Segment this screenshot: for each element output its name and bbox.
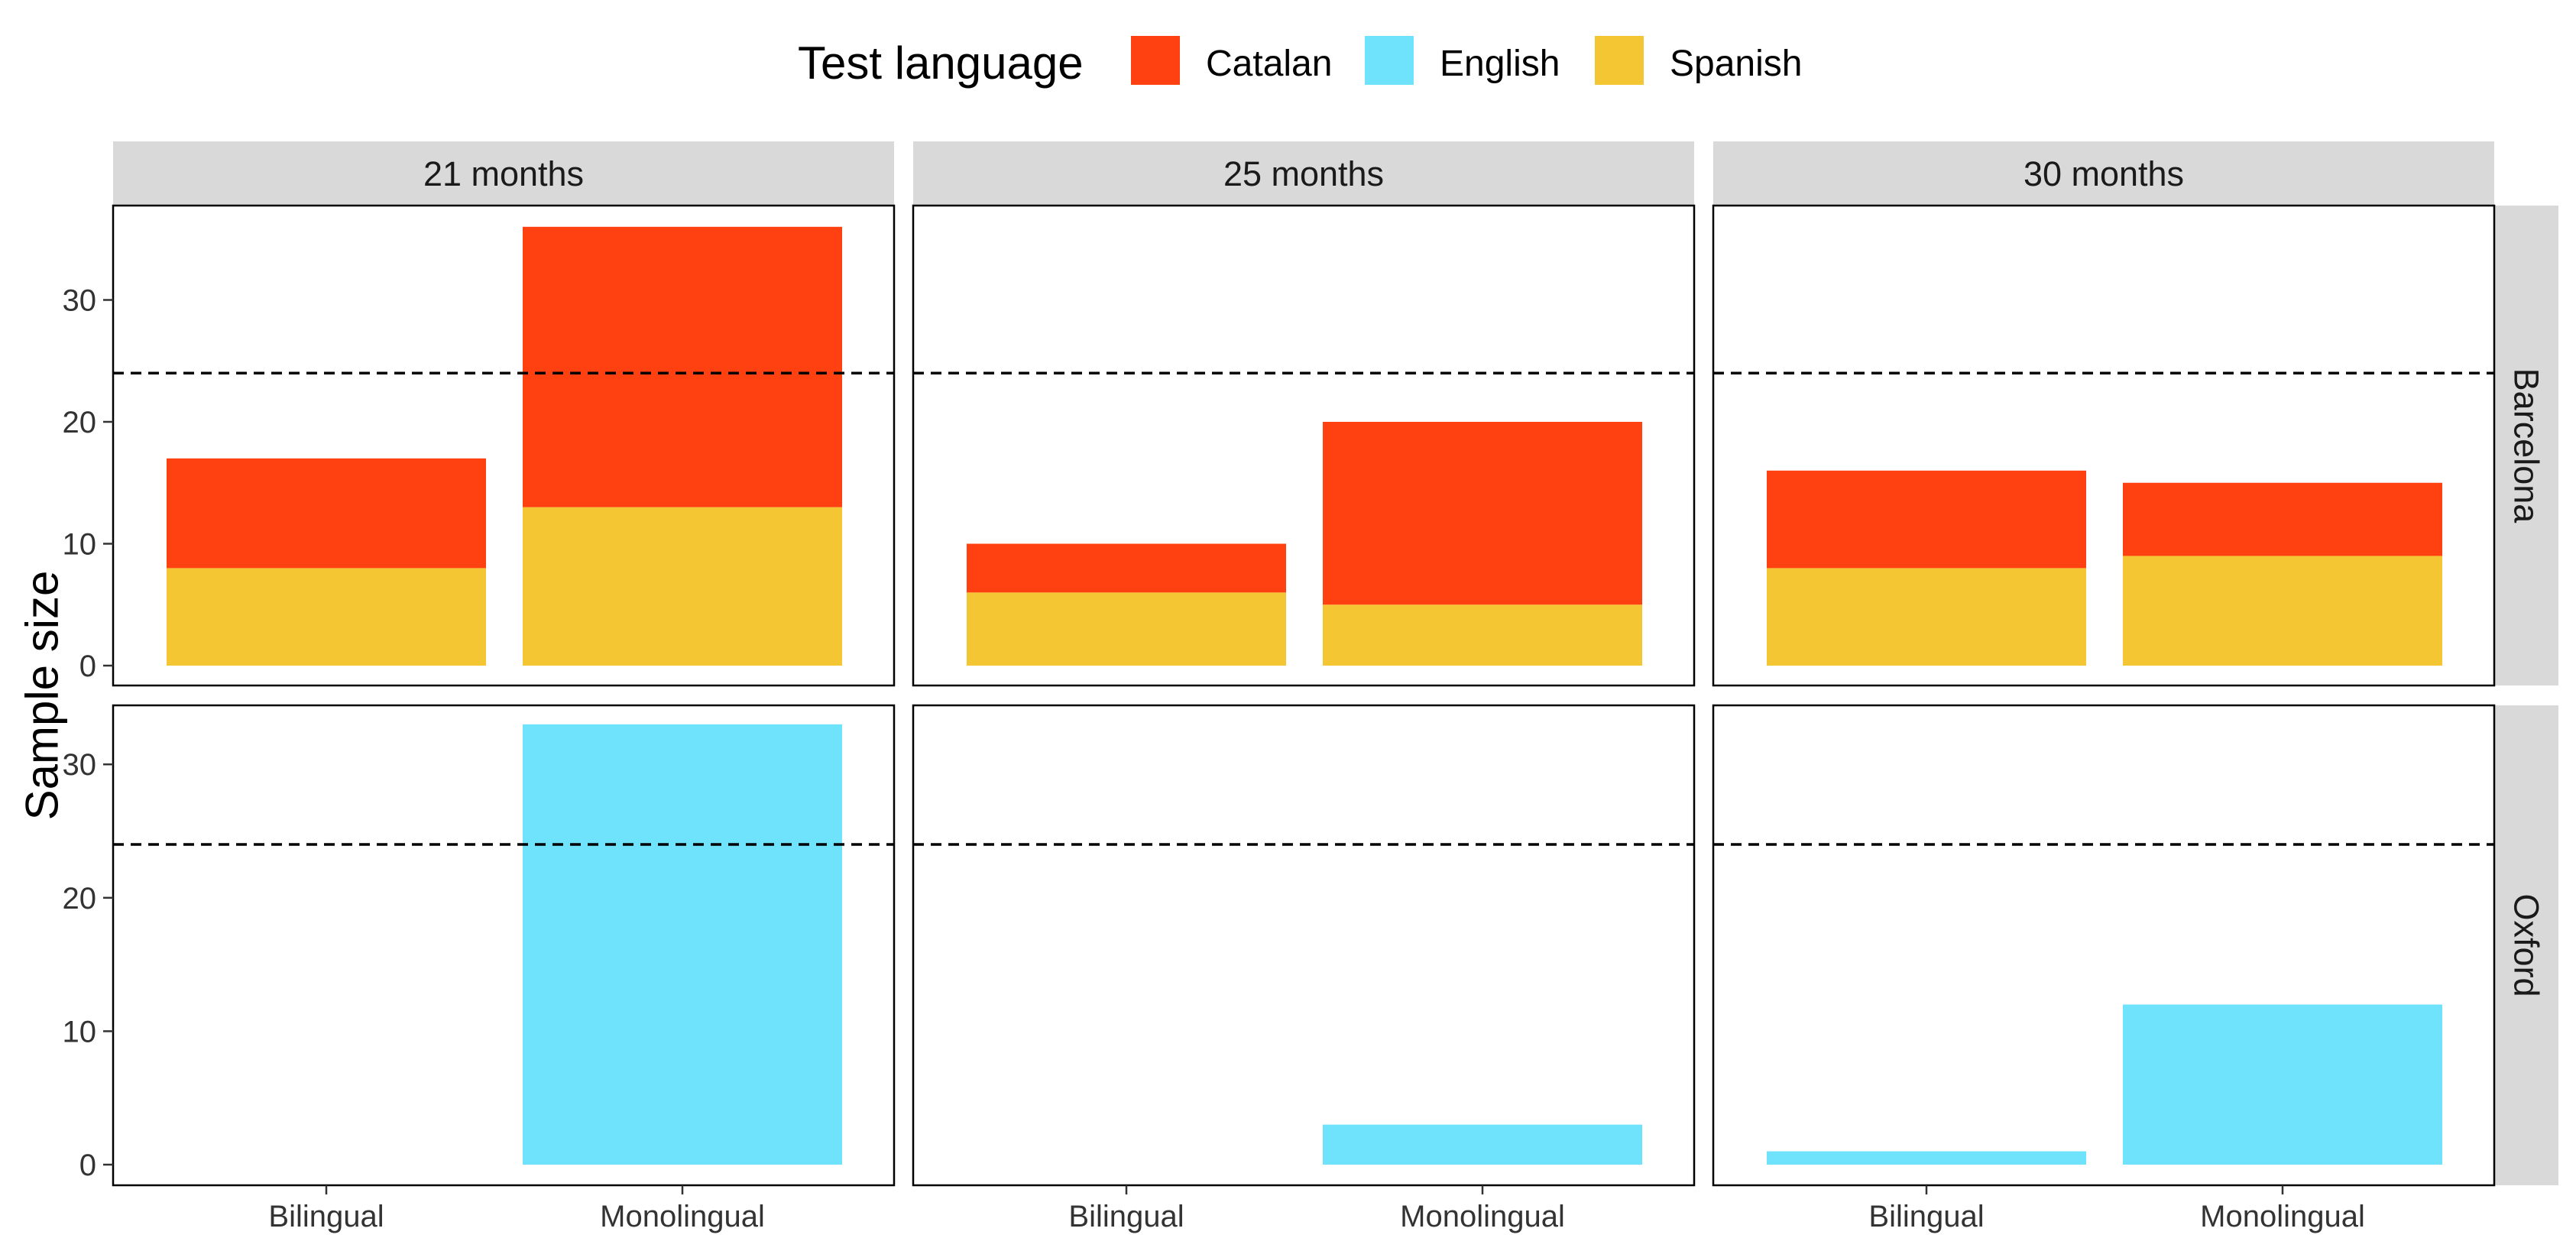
panel-border	[912, 704, 1696, 1187]
y-tick-label-oxford-0: 0	[79, 1149, 96, 1182]
bar-bilingual-spanish	[1767, 568, 2086, 666]
legend-swatch-catalan	[1131, 36, 1180, 85]
panel-border	[112, 704, 896, 1187]
legend: Test language Catalan English Spanish	[798, 36, 1802, 89]
legend-swatch-spanish	[1595, 36, 1644, 85]
x-tick-label-monolingual: Monolingual	[600, 1200, 765, 1233]
panel-border	[112, 204, 896, 687]
legend-label-spanish: Spanish	[1670, 44, 1802, 84]
bar-monolingual-english	[523, 724, 842, 1165]
bar-bilingual-spanish	[967, 592, 1286, 666]
legend-title: Test language	[798, 37, 1084, 89]
panel-oxford-25-months	[912, 704, 1696, 1187]
column-strip-25-months	[913, 141, 1694, 206]
bar-monolingual-spanish	[523, 507, 842, 666]
bar-bilingual-catalan	[967, 543, 1286, 593]
axes: 0 10 20 30 0 10 20 30 Bilingual Monolingual Biling…	[17, 284, 2365, 1234]
panel-oxford-30-months	[1712, 704, 2496, 1187]
column-strip-30-months	[1713, 141, 2494, 206]
bar-monolingual-catalan	[1323, 422, 1642, 605]
bar-bilingual-catalan	[167, 458, 486, 569]
bar-bilingual-catalan	[1767, 470, 2086, 569]
panel-border	[1712, 704, 2496, 1187]
panel-barcelona-30-months	[1712, 204, 2496, 687]
facet-strips: 21 months 25 months 30 months Barcelona Oxfo…	[113, 141, 2558, 1185]
column-strip-label-25-months: 25 months	[1223, 154, 1384, 193]
row-strip-barcelona	[2494, 206, 2558, 685]
bar-monolingual-spanish	[1323, 604, 1642, 666]
y-tick-label-oxford-30: 30	[63, 748, 97, 782]
bar-monolingual-catalan	[2123, 482, 2442, 556]
row-strip-label-oxford: Oxford	[2507, 893, 2546, 997]
x-tick-label-bilingual: Bilingual	[1068, 1200, 1184, 1233]
y-tick-label-barcelona-0: 0	[79, 650, 96, 683]
panel-border	[912, 204, 1696, 687]
x-tick-label-monolingual: Monolingual	[1400, 1200, 1565, 1233]
legend-swatch-english	[1365, 36, 1414, 85]
column-strip-21-months	[113, 141, 894, 206]
x-tick-label-bilingual: Bilingual	[268, 1200, 384, 1233]
bar-monolingual-english	[1323, 1124, 1642, 1165]
y-tick-label-oxford-10: 10	[63, 1015, 97, 1048]
y-axis-title: Sample size	[17, 571, 68, 821]
panel-border	[1712, 204, 2496, 687]
row-strip-label-barcelona: Barcelona	[2507, 368, 2546, 524]
panel-oxford-21-months	[112, 704, 896, 1187]
legend-label-catalan: Catalan	[1206, 44, 1332, 84]
bar-monolingual-spanish	[2123, 556, 2442, 666]
y-tick-label-barcelona-20: 20	[63, 406, 97, 439]
panel-barcelona-21-months	[112, 204, 896, 687]
bar-bilingual-english	[1767, 1151, 2086, 1165]
panel-barcelona-25-months	[912, 204, 1696, 687]
x-tick-label-bilingual: Bilingual	[1868, 1200, 1984, 1233]
x-tick-label-monolingual: Monolingual	[2200, 1200, 2365, 1233]
y-tick-label-barcelona-10: 10	[63, 528, 97, 562]
bar-bilingual-spanish	[167, 568, 486, 666]
y-tick-label-oxford-20: 20	[63, 882, 97, 916]
y-tick-label-barcelona-30: 30	[63, 284, 97, 318]
row-strip-oxford	[2494, 705, 2558, 1185]
column-strip-label-30-months: 30 months	[2024, 154, 2184, 193]
bar-monolingual-catalan	[523, 226, 842, 507]
bar-monolingual-english	[2123, 1004, 2442, 1165]
facet-panels	[112, 204, 2496, 1187]
panel-background	[913, 705, 1694, 1185]
column-strip-label-21-months: 21 months	[423, 154, 584, 193]
legend-label-english: English	[1440, 44, 1560, 84]
